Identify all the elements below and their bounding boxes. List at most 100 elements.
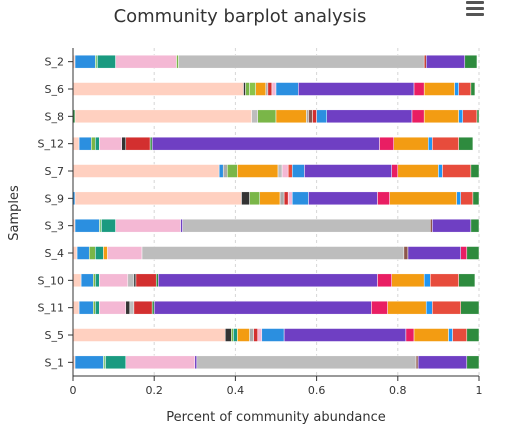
bar-segment-S_5-5[interactable]	[249, 328, 254, 342]
bar-segment-S_10-5[interactable]	[127, 273, 135, 288]
bar-segment-S_10-14[interactable]	[458, 273, 476, 288]
bar-segment-S_8-13[interactable]	[462, 109, 478, 124]
bar-segment-S_7-9[interactable]	[304, 164, 392, 178]
bar-segment-S_4-4[interactable]	[103, 246, 108, 260]
bar-segment-S_9-9[interactable]	[308, 191, 378, 206]
bar-segment-S_5-10[interactable]	[405, 328, 415, 342]
bar-segment-S_5-9[interactable]	[283, 328, 407, 342]
bar-segment-S_12-7[interactable]	[149, 136, 153, 151]
bar-segment-S_9-1[interactable]	[74, 191, 242, 206]
bar-segment-S_10-11[interactable]	[391, 273, 425, 288]
bar-segment-S_1-3[interactable]	[105, 355, 127, 370]
bar-segment-S_6-1[interactable]	[243, 82, 246, 96]
bar-segment-S_6-9[interactable]	[298, 82, 415, 96]
bar-segment-S_10-6[interactable]	[133, 273, 137, 288]
bar-segment-S_12-6[interactable]	[125, 136, 151, 151]
bar-segment-S_8-1[interactable]	[74, 109, 252, 124]
bar-segment-S_6-8[interactable]	[275, 82, 299, 96]
bar-segment-S_5-8[interactable]	[261, 328, 285, 342]
bar-S_8[interactable]	[72, 109, 480, 124]
bar-segment-S_9-7[interactable]	[287, 191, 293, 206]
bar-segment-S_12-0[interactable]	[72, 136, 80, 151]
bar-segment-S_12-13[interactable]	[458, 136, 474, 151]
bar-segment-S_12-5[interactable]	[121, 136, 127, 151]
bar-segment-S_7-6[interactable]	[281, 164, 289, 178]
bar-S_4[interactable]	[72, 246, 480, 260]
bar-segment-S_5-1[interactable]	[225, 328, 232, 342]
bar-segment-S_12-2[interactable]	[91, 136, 96, 151]
bar-segment-S_12-4[interactable]	[99, 136, 122, 151]
bar-segment-S_10-0[interactable]	[72, 273, 82, 288]
bar-segment-S_4-1[interactable]	[76, 246, 90, 260]
bar-segment-S_7-0[interactable]	[72, 164, 220, 178]
bar-segment-S_7-3[interactable]	[227, 164, 238, 178]
bar-segment-S_9-11[interactable]	[389, 191, 457, 206]
bar-segment-S_12-3[interactable]	[95, 136, 100, 151]
bar-segment-S_5-6[interactable]	[253, 328, 258, 342]
bar-segment-S_9-12[interactable]	[456, 191, 461, 206]
bar-segment-S_2-6[interactable]	[178, 54, 425, 69]
bar-segment-S_11-4[interactable]	[99, 300, 127, 315]
bar-segment-S_2-1[interactable]	[74, 54, 96, 69]
bar-S_1[interactable]	[72, 355, 480, 370]
bar-segment-S_2-7[interactable]	[423, 54, 427, 69]
bar-segment-S_8-4[interactable]	[275, 109, 307, 124]
bar-segment-S_10-7[interactable]	[135, 273, 157, 288]
bar-segment-S_11-2[interactable]	[93, 300, 96, 315]
bar-segment-S_11-9[interactable]	[153, 300, 372, 315]
bar-segment-S_5-2[interactable]	[231, 328, 234, 342]
bar-segment-S_6-11[interactable]	[423, 82, 455, 96]
bar-segment-S_6-14[interactable]	[470, 82, 476, 96]
bar-segment-S_4-0[interactable]	[72, 246, 78, 260]
bar-segment-S_3-2[interactable]	[99, 218, 102, 233]
bar-S_7[interactable]	[72, 164, 480, 178]
bar-segment-S_1-1[interactable]	[74, 355, 104, 370]
bar-segment-S_7-1[interactable]	[218, 164, 224, 178]
bar-segment-S_9-3[interactable]	[249, 191, 261, 206]
bar-S_12[interactable]	[72, 136, 474, 151]
bar-segment-S_1-8[interactable]	[417, 355, 468, 370]
bar-S_6[interactable]	[72, 82, 476, 96]
bar-segment-S_5-4[interactable]	[237, 328, 250, 342]
bar-segment-S_8-9[interactable]	[326, 109, 413, 124]
bar-segment-S_6-0[interactable]	[72, 82, 244, 96]
bar-segment-S_5-0[interactable]	[72, 328, 226, 342]
bar-segment-S_11-8[interactable]	[151, 300, 155, 315]
bar-segment-S_3-7[interactable]	[430, 218, 433, 233]
bar-segment-S_7-2[interactable]	[222, 164, 228, 178]
bar-segment-S_3-8[interactable]	[432, 218, 472, 233]
bar-segment-S_9-10[interactable]	[377, 191, 390, 206]
bar-segment-S_8-6[interactable]	[308, 109, 313, 124]
bar-segment-S_12-1[interactable]	[78, 136, 92, 151]
bar-segment-S_8-12[interactable]	[458, 109, 464, 124]
bar-segment-S_2-2[interactable]	[95, 54, 98, 69]
bar-segment-S_2-4[interactable]	[115, 54, 177, 69]
bar-segment-S_4-8[interactable]	[407, 246, 461, 260]
bar-segment-S_1-4[interactable]	[125, 355, 196, 370]
bar-segment-S_3-1[interactable]	[74, 218, 100, 233]
bar-segment-S_1-6[interactable]	[196, 355, 417, 370]
bar-segment-S_2-9[interactable]	[464, 54, 478, 69]
bar-segment-S_4-10[interactable]	[466, 246, 480, 260]
bar-segment-S_5-3[interactable]	[233, 328, 238, 342]
bar-segment-S_11-13[interactable]	[432, 300, 461, 315]
bar-segment-S_8-8[interactable]	[316, 109, 328, 124]
bar-segment-S_12-10[interactable]	[393, 136, 429, 151]
bar-segment-S_4-6[interactable]	[141, 246, 405, 260]
bar-segment-S_6-4[interactable]	[255, 82, 267, 96]
bar-segment-S_8-7[interactable]	[312, 109, 317, 124]
bar-segment-S_10-2[interactable]	[93, 273, 96, 288]
bar-S_9[interactable]	[72, 191, 480, 206]
bar-segment-S_1-7[interactable]	[415, 355, 419, 370]
bar-segment-S_12-8[interactable]	[151, 136, 380, 151]
bar-segment-S_2-5[interactable]	[176, 54, 179, 69]
bar-segment-S_9-5[interactable]	[279, 191, 285, 206]
bar-segment-S_11-10[interactable]	[371, 300, 388, 315]
bar-segment-S_9-13[interactable]	[460, 191, 474, 206]
bar-segment-S_5-11[interactable]	[413, 328, 449, 342]
bar-segment-S_8-14[interactable]	[476, 109, 480, 124]
bar-segment-S_10-4[interactable]	[99, 273, 129, 288]
bar-segment-S_7-8[interactable]	[291, 164, 305, 178]
bar-segment-S_9-6[interactable]	[283, 191, 289, 206]
bar-segment-S_3-5[interactable]	[180, 218, 183, 233]
